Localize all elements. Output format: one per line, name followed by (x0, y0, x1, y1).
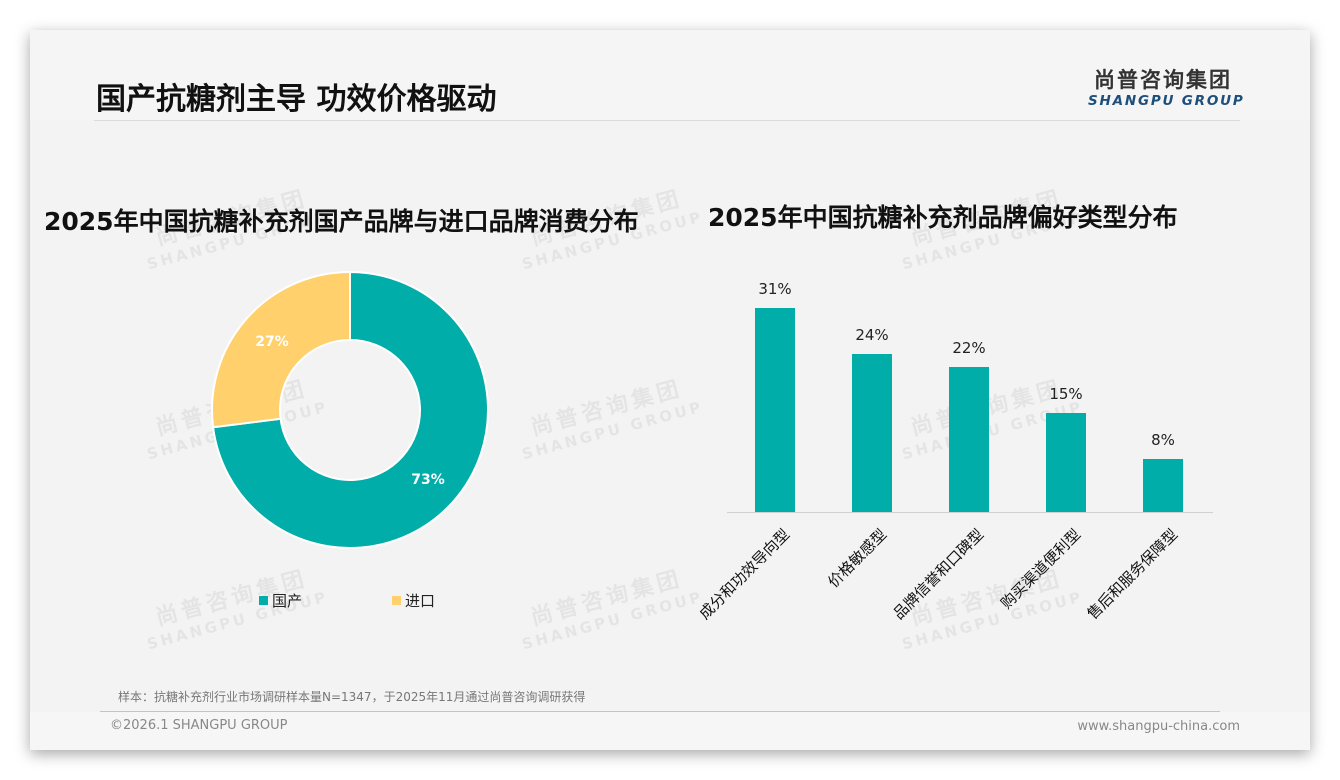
title-divider (94, 120, 1240, 121)
website-link[interactable]: www.shangpu-china.com (1077, 719, 1240, 734)
bar-category-label: 价格敏感型 (824, 525, 891, 592)
header-band (30, 30, 1310, 120)
donut-slice-label: 73% (411, 472, 445, 488)
bar (949, 367, 989, 512)
bar-chart-title: 2025年中国抗糖补充剂品牌偏好类型分布 (708, 203, 1178, 232)
page-title: 国产抗糖剂主导 功效价格驱动 (96, 82, 497, 117)
sample-footnote: 样本：抗糖补充剂行业市场调研样本量N=1347，于2025年11月通过尚普咨询调… (118, 690, 586, 704)
bar-value-label: 22% (952, 339, 986, 358)
donut-chart-title: 2025年中国抗糖补充剂国产品牌与进口品牌消费分布 (44, 207, 639, 236)
bar-value-label: 8% (1151, 431, 1175, 450)
bar-category-label: 售后和服务保障型 (1083, 525, 1182, 624)
copyright-text: ©2026.1 SHANGPU GROUP (110, 718, 288, 733)
donut-svg: 73% 27% (211, 270, 489, 549)
donut-slice (211, 270, 351, 429)
footer-band (30, 712, 1310, 750)
legend-swatch-icon (392, 596, 401, 605)
donut-slice (211, 270, 489, 549)
bar-category-label: 成分和功效导向型 (695, 525, 794, 624)
bar (852, 354, 892, 512)
bar-value-label: 31% (758, 280, 792, 299)
slide: 尚普咨询集团 SHANGPU GROUP 尚普咨询集团 SHANGPU GROUP … (30, 30, 1310, 750)
logo-en-text: SHANGPU GROUP (1088, 93, 1245, 109)
bar-category-label: 品牌信誉和口碑型 (889, 525, 988, 624)
donut-chart: 73% 27% (210, 270, 490, 550)
bar-category-label: 购买渠道便利型 (997, 525, 1085, 613)
donut-legend-item-imported: 进口 (392, 590, 435, 611)
company-logo: 尚普咨询集团 SHANGPU GROUP (1088, 64, 1245, 109)
logo-cn-text: 尚普咨询集团 (1094, 68, 1232, 92)
donut-slice-label: 27% (255, 334, 289, 350)
bar (1143, 459, 1183, 512)
legend-label: 进口 (405, 592, 436, 610)
bar-value-label: 15% (1049, 385, 1083, 404)
bar (1046, 413, 1086, 512)
legend-swatch-icon (259, 596, 268, 605)
x-axis-line (727, 512, 1213, 513)
donut-legend-item-domestic: 国产 (259, 590, 302, 611)
footer-divider (100, 711, 1220, 712)
bar (755, 308, 795, 512)
bar-value-label: 24% (855, 326, 889, 345)
legend-label: 国产 (272, 592, 303, 610)
